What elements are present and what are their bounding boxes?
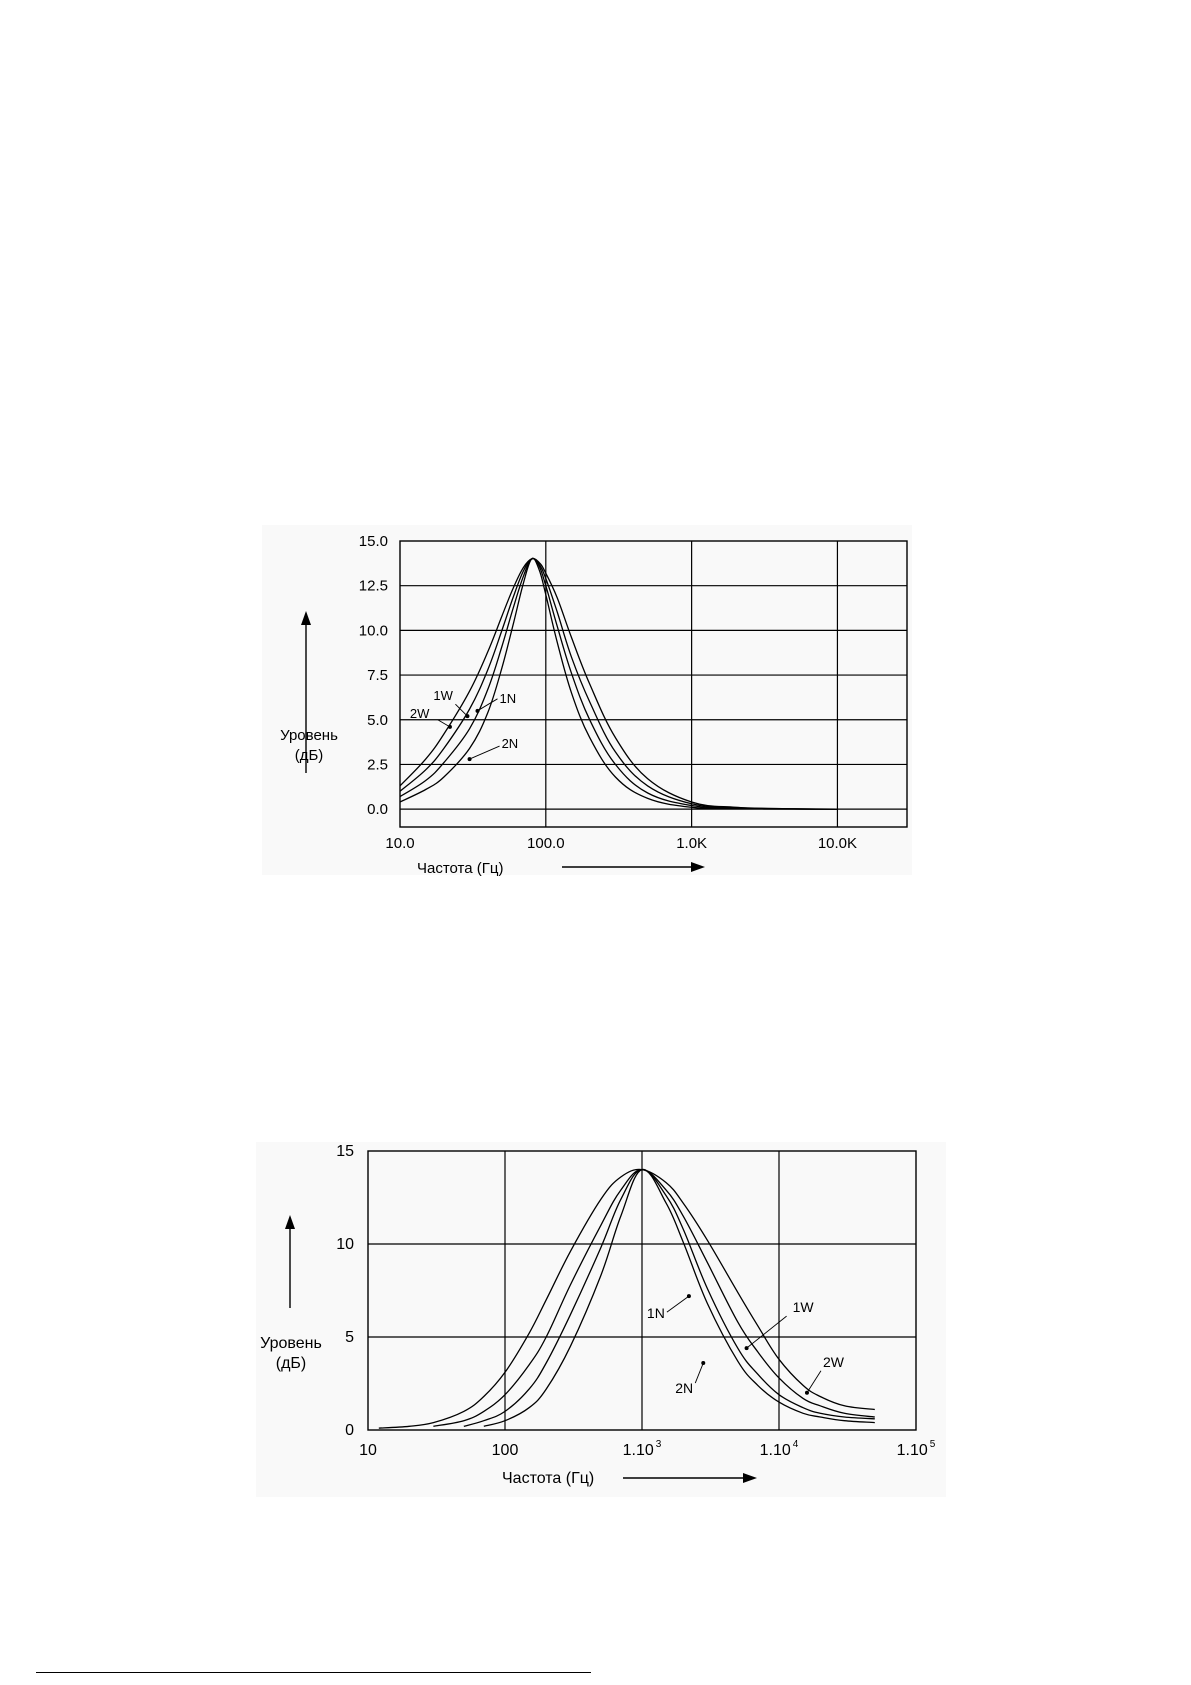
chart1-xtick-3: 10.0K: [818, 835, 857, 852]
chart2-annotation-dot-1W: [744, 1346, 749, 1351]
chart2-x-arrow-head: [743, 1473, 757, 1483]
chart1-y-axis-label-line1: Уровень: [280, 727, 338, 744]
chart1-ytick-2: 5.0: [367, 712, 388, 729]
chart1-annotation-leader-1N: [477, 698, 498, 712]
chart2-annotation-dot-1N: [686, 1294, 691, 1299]
chart2-xtick-2: 1.10 3: [623, 1439, 662, 1459]
chart2-xtick-1: 100: [492, 1442, 519, 1459]
chart2-annotation-leader-2N: [694, 1362, 704, 1384]
chart1-xtick-0: 10.0: [385, 835, 414, 852]
chart1-ytick-5: 12.5: [359, 578, 388, 595]
chart1-ytick-4: 10.0: [359, 622, 388, 639]
chart2-annotation-1N: 1N: [647, 1305, 665, 1321]
chart2-xtick-4: 1.10 5: [897, 1439, 936, 1459]
chart2-series-2N: [483, 1168, 875, 1427]
chart1-x-arrow-head: [691, 862, 705, 872]
chart2-xtick-3: 1.10 4: [760, 1439, 799, 1459]
chart2-ytick-0: 0: [345, 1422, 354, 1439]
chart1-annotation-1W: 1W: [433, 688, 453, 703]
chart2-annotation-2N: 2N: [675, 1380, 693, 1396]
chart1-annotation-leader-2W: [437, 719, 451, 728]
chart2-panel-bg: [256, 1142, 946, 1497]
chart1-x-axis-label: Частота (Гц): [417, 860, 503, 877]
chart2-annotation-1W: 1W: [793, 1299, 815, 1315]
chart2-annotation-leader-2W: [806, 1370, 822, 1394]
chart2-series-1N: [463, 1168, 875, 1427]
chart-1-svg: 0.0 2.5 5.0 7.5 10.0 12.5 15.0 10.0 100.0 1.0K 10.…: [262, 525, 912, 877]
chart1-ytick-1: 2.5: [367, 756, 388, 773]
chart1-annotation-leader-1W: [455, 703, 468, 717]
chart1-annotation-dot-2W: [447, 724, 452, 729]
chart1-panel-bg: [262, 525, 912, 875]
chart1-y-axis-label-line2: (дБ): [295, 747, 324, 764]
chart2-ytick-3: 15: [336, 1143, 354, 1160]
chart2-y-axis-label-line1: Уровень: [260, 1335, 322, 1352]
chart1-annotation-dot-2N: [467, 757, 472, 762]
chart2-series-2W: [378, 1168, 875, 1429]
chart1-series-group: [400, 557, 838, 810]
chart2-series-group: [378, 1168, 875, 1429]
chart1-annotation-dot-1W: [465, 714, 470, 719]
chart1-xtick-1: 100.0: [527, 835, 565, 852]
chart2-annotation-dot-2N: [701, 1361, 706, 1366]
footer-rule: [36, 1672, 591, 1673]
chart1-annotation-dot-1N: [475, 708, 480, 713]
chart1-series-1W: [400, 557, 838, 810]
chart2-ytick-1: 5: [345, 1329, 354, 1346]
chart1-y-arrow-head: [301, 611, 311, 625]
chart1-annotation-2N: 2N: [502, 736, 519, 751]
chart1-series-2W: [400, 558, 838, 810]
chart1-ytick-6: 15.0: [359, 533, 388, 550]
chart1-annotation-2W: 2W: [410, 706, 430, 721]
chart2-annotation-leader-1N: [666, 1295, 690, 1313]
chart1-ytick-0: 0.0: [367, 801, 388, 818]
chart1-series-2N: [400, 557, 838, 810]
chart2-y-arrow-head: [285, 1215, 295, 1229]
chart1-annotation-1N: 1N: [499, 691, 516, 706]
chart2-xtick-0: 10: [359, 1442, 377, 1459]
chart-2-svg: 0 5 10 15 10 100 1.10 3 1.10 4 1.10 5 Частота (Гц) Ур…: [256, 1142, 946, 1497]
chart2-x-axis-label: Частота (Гц): [502, 1470, 594, 1487]
chart1-ytick-3: 7.5: [367, 667, 388, 684]
chart2-y-axis-label-line2: (дБ): [276, 1355, 307, 1372]
chart2-annotation-dot-2W: [804, 1390, 809, 1395]
chart-2: 0 5 10 15 10 100 1.10 3 1.10 4 1.10 5 Частота (Гц) Ур…: [0, 900, 1191, 1660]
chart1-plot-frame: [399, 540, 908, 828]
chart1-annotation-leader-2N: [469, 745, 500, 760]
chart2-series-1W: [433, 1168, 875, 1427]
chart1-xtick-2: 1.0K: [676, 835, 707, 852]
chart-1: 0.0 2.5 5.0 7.5 10.0 12.5 15.0 10.0 100.0 1.0K 10.…: [262, 525, 912, 877]
chart1-series-1N: [400, 557, 838, 810]
chart2-annotation-2W: 2W: [823, 1354, 845, 1370]
chart2-ytick-2: 10: [336, 1236, 354, 1253]
chart2-annotation-leader-1W: [746, 1315, 787, 1349]
